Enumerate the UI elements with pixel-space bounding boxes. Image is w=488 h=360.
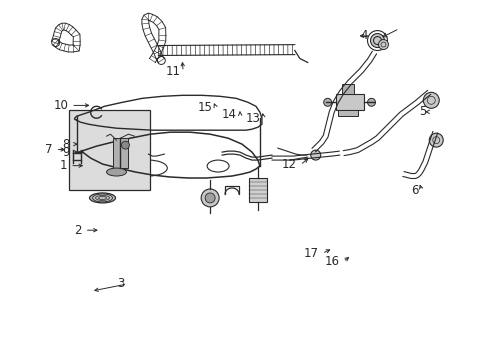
- Text: 11: 11: [165, 65, 180, 78]
- Text: 6: 6: [410, 184, 418, 197]
- Bar: [112, 138, 128, 168]
- Text: 13: 13: [245, 112, 260, 125]
- Ellipse shape: [106, 168, 126, 176]
- Text: 9: 9: [62, 145, 69, 158]
- Text: 5: 5: [418, 105, 426, 118]
- Circle shape: [428, 133, 442, 147]
- Circle shape: [205, 193, 215, 203]
- Text: 10: 10: [53, 99, 68, 112]
- Text: 16: 16: [325, 255, 339, 268]
- Bar: [68, 110, 150, 190]
- Circle shape: [323, 98, 331, 106]
- Text: 1: 1: [60, 159, 67, 172]
- Circle shape: [121, 141, 129, 149]
- Text: 17: 17: [304, 247, 318, 260]
- Circle shape: [367, 98, 375, 106]
- Text: 7: 7: [45, 143, 52, 156]
- Circle shape: [378, 40, 387, 50]
- Text: 4: 4: [360, 29, 367, 42]
- Bar: [248, 178, 266, 202]
- Text: 14: 14: [222, 108, 237, 121]
- Text: 8: 8: [62, 138, 69, 150]
- Text: 2: 2: [74, 224, 81, 237]
- Circle shape: [423, 92, 438, 108]
- Text: 12: 12: [282, 158, 297, 171]
- Circle shape: [370, 33, 384, 48]
- Bar: [337, 110, 357, 116]
- Bar: [341, 84, 353, 94]
- Circle shape: [201, 189, 219, 207]
- Ellipse shape: [89, 193, 115, 203]
- Circle shape: [310, 150, 320, 160]
- Text: 3: 3: [117, 278, 124, 291]
- Text: 15: 15: [198, 101, 212, 114]
- Bar: [335, 94, 363, 110]
